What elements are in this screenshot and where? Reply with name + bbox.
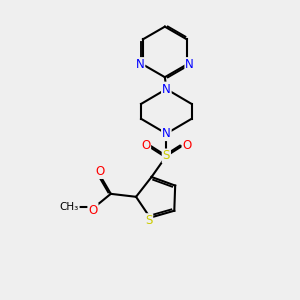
Text: O: O	[96, 165, 105, 178]
Text: N: N	[162, 82, 171, 96]
Text: CH₃: CH₃	[59, 202, 79, 212]
Text: O: O	[141, 139, 150, 152]
Text: N: N	[136, 58, 144, 71]
Text: S: S	[163, 149, 170, 162]
Text: O: O	[182, 139, 192, 152]
Text: O: O	[88, 204, 98, 217]
Text: S: S	[145, 214, 152, 227]
Text: N: N	[162, 127, 171, 140]
Text: N: N	[185, 58, 194, 71]
